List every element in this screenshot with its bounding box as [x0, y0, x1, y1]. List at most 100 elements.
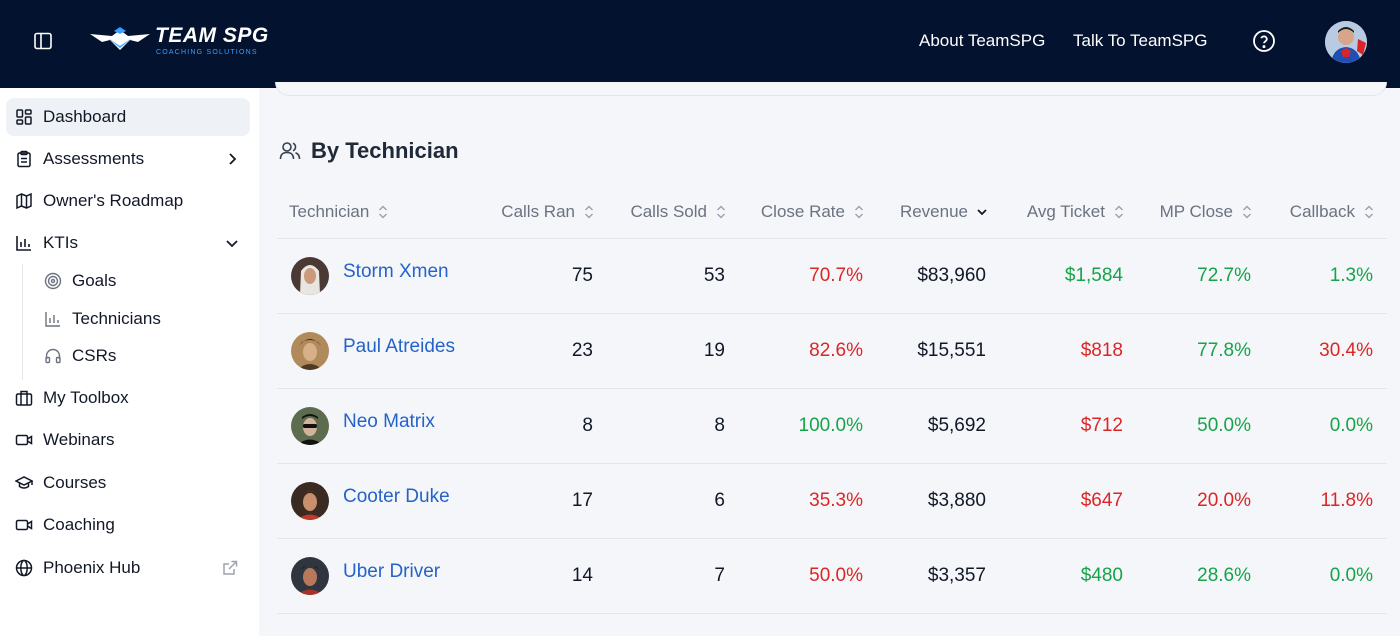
- sort-icon: [1365, 205, 1373, 219]
- sidebar-subitem-label: Goals: [72, 271, 117, 290]
- table-row: Neo Matrix 8 8 100.0% $5,692 $712 50.0% …: [277, 388, 1387, 464]
- team-spg-logo[interactable]: TEAM SPG COACHING SOLUTIONS: [90, 24, 268, 60]
- revenue-cell: $15,551: [877, 313, 1000, 389]
- section-title: By Technician: [311, 138, 459, 163]
- technician-avatar: [291, 406, 329, 445]
- sidebar-item-owners-roadmap[interactable]: Owner's Roadmap: [6, 182, 250, 220]
- sidebar-item-label: Owner's Roadmap: [43, 191, 184, 210]
- table-header-row: Technician Calls Ran Calls Sold Close Ra…: [277, 186, 1387, 239]
- sidebar-item-ktis[interactable]: KTIs: [6, 224, 250, 262]
- calls-ran-cell: 75: [477, 238, 607, 314]
- chevron-down-icon: [226, 240, 238, 248]
- sidebar-item-courses[interactable]: Courses: [6, 464, 250, 502]
- column-header-mp-close[interactable]: MP Close: [1137, 186, 1265, 239]
- logo-text: TEAM SPG: [155, 24, 269, 47]
- column-header-callback[interactable]: Callback: [1265, 186, 1387, 239]
- table-row: Uber Driver 14 7 50.0% $3,357 $480 28.6%…: [277, 538, 1387, 614]
- avg-ticket-cell: $712: [1000, 388, 1137, 464]
- bar-chart-icon: [45, 312, 60, 327]
- map-icon: [16, 192, 32, 210]
- avg-ticket-cell: $647: [1000, 463, 1137, 539]
- technician-cell: Paul Atreides: [277, 313, 477, 389]
- table-row: Storm Xmen 75 53 70.7% $83,960 $1,584 72…: [277, 238, 1387, 314]
- sort-icon: [379, 205, 388, 219]
- sidebar-subitem-label: Technicians: [72, 309, 161, 328]
- column-header-label: MP Close: [1159, 201, 1233, 221]
- column-header-avg-ticket[interactable]: Avg Ticket: [1000, 186, 1137, 239]
- column-header-label: Technician: [289, 201, 370, 221]
- technician-link[interactable]: Uber Driver: [343, 560, 441, 582]
- technician-link[interactable]: Cooter Duke: [343, 485, 450, 507]
- technician-link[interactable]: Storm Xmen: [343, 260, 449, 282]
- previous-card-edge: [275, 82, 1387, 96]
- headphones-icon: [45, 348, 61, 364]
- nav-talk-to-teamspg[interactable]: Talk To TeamSPG: [1073, 31, 1208, 50]
- table-row: Paul Atreides 23 19 82.6% $15,551 $818 7…: [277, 313, 1387, 389]
- column-header-technician[interactable]: Technician: [277, 186, 477, 239]
- calls-sold-cell: 7: [607, 538, 739, 614]
- help-icon[interactable]: [1252, 29, 1276, 53]
- sidebar-item-coaching[interactable]: Coaching: [6, 506, 250, 544]
- callback-cell: 30.4%: [1265, 313, 1387, 389]
- handshake-logo-icon: [90, 27, 150, 50]
- technician-avatar: [291, 256, 329, 295]
- sort-descending-icon: [977, 209, 987, 216]
- section-header: By Technician: [279, 138, 459, 164]
- sort-icon: [717, 205, 725, 219]
- revenue-cell: $3,357: [877, 538, 1000, 614]
- sort-icon: [855, 205, 863, 219]
- callback-cell: 0.0%: [1265, 388, 1387, 464]
- technician-cell: Neo Matrix: [277, 388, 477, 464]
- external-link-icon: [223, 560, 238, 575]
- sidebar-subitem-technicians[interactable]: Technicians: [36, 302, 236, 336]
- bar-chart-icon: [16, 236, 31, 251]
- mp-close-cell: 28.6%: [1137, 538, 1265, 614]
- user-avatar[interactable]: [1325, 21, 1367, 63]
- table-row: Cooter Duke 17 6 35.3% $3,880 $647 20.0%…: [277, 463, 1387, 539]
- calls-sold-cell: 53: [607, 238, 739, 314]
- technician-link[interactable]: Neo Matrix: [343, 410, 435, 432]
- briefcase-icon: [15, 390, 33, 406]
- column-header-label: Revenue: [899, 201, 968, 221]
- sidebar-item-phoenix-hub[interactable]: Phoenix Hub: [6, 549, 250, 587]
- close-rate-cell: 35.3%: [739, 463, 877, 539]
- column-header-close-rate[interactable]: Close Rate: [739, 186, 877, 239]
- sort-icon: [1243, 205, 1251, 219]
- users-icon: [279, 142, 301, 160]
- calls-sold-cell: 19: [607, 313, 739, 389]
- calls-ran-cell: 14: [477, 538, 607, 614]
- callback-cell: 0.0%: [1265, 538, 1387, 614]
- submenu-divider: [22, 264, 23, 380]
- sidebar-toggle-icon[interactable]: [33, 31, 53, 51]
- sidebar-subitem-goals[interactable]: Goals: [36, 264, 236, 298]
- mp-close-cell: 50.0%: [1137, 388, 1265, 464]
- logo-subtitle: COACHING SOLUTIONS: [156, 49, 258, 56]
- sidebar-subitem-csrs[interactable]: CSRs: [36, 339, 236, 373]
- main-content: By Technician Technician Calls Ran Calls…: [259, 82, 1400, 636]
- close-rate-cell: 70.7%: [739, 238, 877, 314]
- sidebar: Dashboard Assessments Owner's Roadmap KT…: [0, 88, 259, 636]
- column-header-calls-sold[interactable]: Calls Sold: [607, 186, 739, 239]
- sidebar-item-webinars[interactable]: Webinars: [6, 421, 250, 459]
- sidebar-item-dashboard[interactable]: Dashboard: [6, 98, 250, 136]
- revenue-cell: $83,960: [877, 238, 1000, 314]
- sort-icon: [585, 205, 593, 219]
- technician-cell: Storm Xmen: [277, 238, 477, 314]
- column-header-calls-ran[interactable]: Calls Ran: [477, 186, 607, 239]
- avg-ticket-cell: $480: [1000, 538, 1137, 614]
- technician-link[interactable]: Paul Atreides: [343, 335, 455, 357]
- sidebar-item-label: Webinars: [43, 430, 115, 449]
- calls-sold-cell: 8: [607, 388, 739, 464]
- sidebar-item-my-toolbox[interactable]: My Toolbox: [6, 379, 250, 417]
- sidebar-item-assessments[interactable]: Assessments: [6, 140, 250, 178]
- mp-close-cell: 72.7%: [1137, 238, 1265, 314]
- sidebar-item-label: My Toolbox: [43, 388, 129, 407]
- calls-ran-cell: 23: [477, 313, 607, 389]
- column-header-revenue[interactable]: Revenue: [877, 186, 1000, 239]
- nav-about-teamspg[interactable]: About TeamSPG: [919, 31, 1046, 50]
- graduation-cap-icon: [15, 476, 33, 489]
- chevron-right-icon: [229, 153, 237, 165]
- clipboard-icon: [17, 150, 31, 168]
- avg-ticket-cell: $818: [1000, 313, 1137, 389]
- mp-close-cell: 20.0%: [1137, 463, 1265, 539]
